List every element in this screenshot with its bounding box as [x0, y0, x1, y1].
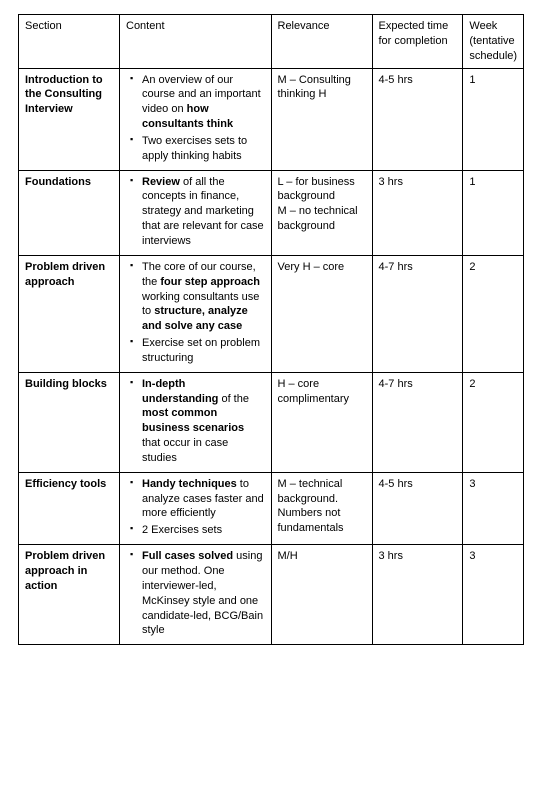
- content-list: An overview of our course and an importa…: [126, 73, 265, 164]
- text: 2 Exercises sets: [142, 524, 222, 536]
- cell-section: Introduction to the Consulting Interview: [19, 68, 120, 170]
- table-row: Problem driven approach in action Full ca…: [19, 545, 524, 645]
- col-header-week: Week (tentative schedule): [463, 15, 524, 69]
- content-item: Review of all the concepts in finance, s…: [142, 175, 265, 249]
- cell-section: Foundations: [19, 170, 120, 255]
- cell-content: An overview of our course and an importa…: [120, 68, 272, 170]
- table-row: Efficiency tools Handy techniques to anal…: [19, 472, 524, 544]
- cell-relevance: Very H – core: [271, 255, 372, 372]
- content-list: In-depth understanding of the most commo…: [126, 377, 265, 466]
- cell-section: Problem driven approach: [19, 255, 120, 372]
- cell-time: 4-7 hrs: [372, 372, 463, 472]
- table-header: Section Content Relevance Expected time …: [19, 15, 524, 69]
- text: using our method. One interviewer-led, M…: [142, 550, 263, 636]
- cell-week: 1: [463, 170, 524, 255]
- content-list: The core of our course, the four step ap…: [126, 260, 265, 366]
- table-header-row: Section Content Relevance Expected time …: [19, 15, 524, 69]
- cell-section: Problem driven approach in action: [19, 545, 120, 645]
- text: Two exercises sets to apply thinking hab…: [142, 135, 247, 162]
- cell-content: The core of our course, the four step ap…: [120, 255, 272, 372]
- text: of the: [218, 393, 249, 405]
- cell-section: Building blocks: [19, 372, 120, 472]
- col-header-time: Expected time for completion: [372, 15, 463, 69]
- cell-week: 3: [463, 472, 524, 544]
- text-bold: Handy techniques: [142, 478, 237, 490]
- section-title: Foundations: [25, 176, 91, 188]
- cell-content: In-depth understanding of the most commo…: [120, 372, 272, 472]
- text-bold: Full cases solved: [142, 550, 233, 562]
- cell-week: 2: [463, 255, 524, 372]
- cell-time: 3 hrs: [372, 170, 463, 255]
- course-sections-table: Section Content Relevance Expected time …: [18, 14, 524, 645]
- section-title: Building blocks: [25, 378, 107, 390]
- text-bold: Review: [142, 176, 180, 188]
- text-bold: In-depth understanding: [142, 378, 218, 405]
- content-item: Handy techniques to analyze cases faster…: [142, 477, 265, 522]
- section-title: Introduction to the Consulting Interview: [25, 74, 103, 116]
- text-bold: structure, analyze and solve any case: [142, 305, 248, 332]
- table-row: Problem driven approach The core of our c…: [19, 255, 524, 372]
- content-list: Handy techniques to analyze cases faster…: [126, 477, 265, 538]
- cell-content: Review of all the concepts in finance, s…: [120, 170, 272, 255]
- content-item: An overview of our course and an importa…: [142, 73, 265, 132]
- cell-relevance: H – core complimentary: [271, 372, 372, 472]
- content-item: In-depth understanding of the most commo…: [142, 377, 265, 466]
- cell-time: 4-5 hrs: [372, 68, 463, 170]
- content-item: Exercise set on problem structuring: [142, 336, 265, 366]
- cell-time: 4-5 hrs: [372, 472, 463, 544]
- cell-relevance: M/H: [271, 545, 372, 645]
- table-row: Building blocks In-depth understanding of…: [19, 372, 524, 472]
- cell-time: 3 hrs: [372, 545, 463, 645]
- cell-section: Efficiency tools: [19, 472, 120, 544]
- content-item: 2 Exercises sets: [142, 523, 265, 538]
- table-row: Foundations Review of all the concepts in…: [19, 170, 524, 255]
- text: Exercise set on problem structuring: [142, 337, 260, 364]
- cell-relevance: M – technical background. Numbers not fu…: [271, 472, 372, 544]
- col-header-section: Section: [19, 15, 120, 69]
- content-list: Full cases solved using our method. One …: [126, 549, 265, 638]
- text-bold: four step approach: [160, 276, 260, 288]
- col-header-relevance: Relevance: [271, 15, 372, 69]
- table-row: Introduction to the Consulting Interview…: [19, 68, 524, 170]
- cell-time: 4-7 hrs: [372, 255, 463, 372]
- table-body: Introduction to the Consulting Interview…: [19, 68, 524, 645]
- cell-relevance: M – Consulting thinking H: [271, 68, 372, 170]
- text-bold: most common business scenarios: [142, 407, 244, 434]
- cell-week: 2: [463, 372, 524, 472]
- cell-week: 3: [463, 545, 524, 645]
- content-item: Two exercises sets to apply thinking hab…: [142, 134, 265, 164]
- section-title: Problem driven approach: [25, 261, 105, 288]
- content-item: The core of our course, the four step ap…: [142, 260, 265, 334]
- cell-relevance: L – for business backgroundM – no techni…: [271, 170, 372, 255]
- section-title: Efficiency tools: [25, 478, 106, 490]
- content-list: Review of all the concepts in finance, s…: [126, 175, 265, 249]
- section-title: Problem driven approach in action: [25, 550, 105, 592]
- col-header-content: Content: [120, 15, 272, 69]
- cell-content: Handy techniques to analyze cases faster…: [120, 472, 272, 544]
- cell-week: 1: [463, 68, 524, 170]
- content-item: Full cases solved using our method. One …: [142, 549, 265, 638]
- cell-content: Full cases solved using our method. One …: [120, 545, 272, 645]
- text: that occur in case studies: [142, 437, 228, 464]
